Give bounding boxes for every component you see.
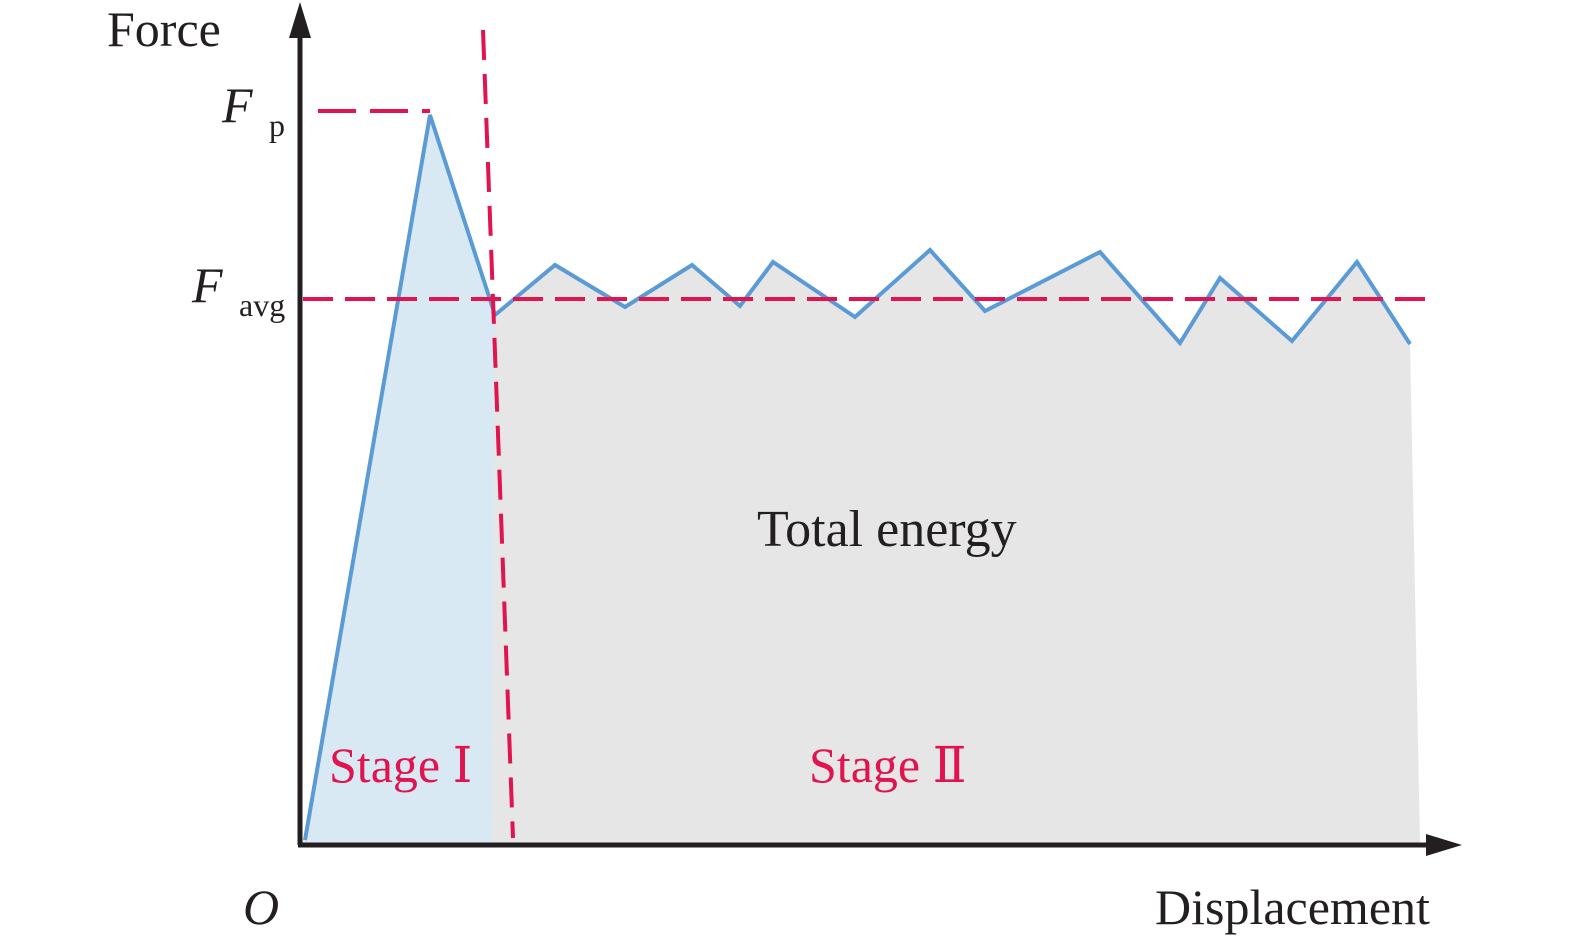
arrowhead-right-icon — [1426, 834, 1462, 856]
arrowhead-up-icon — [289, 2, 311, 38]
stage-2-label: Stage Ⅱ — [809, 737, 967, 793]
total-energy-label: Total energy — [757, 501, 1017, 558]
stage-1-label: Stage Ⅰ — [329, 737, 472, 793]
y-axis-label: Force — [107, 1, 221, 57]
peak-force-label: F p — [221, 77, 285, 143]
x-axis-label: Displacement — [1155, 879, 1430, 935]
peak-force-subscript: p — [269, 107, 285, 143]
average-force-label: F avg — [191, 257, 285, 323]
stage-divider-dashed-line — [481, 29, 515, 839]
average-force-subscript: avg — [239, 287, 285, 323]
peak-force-symbol: F — [221, 77, 253, 133]
average-force-symbol: F — [191, 257, 223, 313]
origin-label: O — [243, 879, 279, 935]
